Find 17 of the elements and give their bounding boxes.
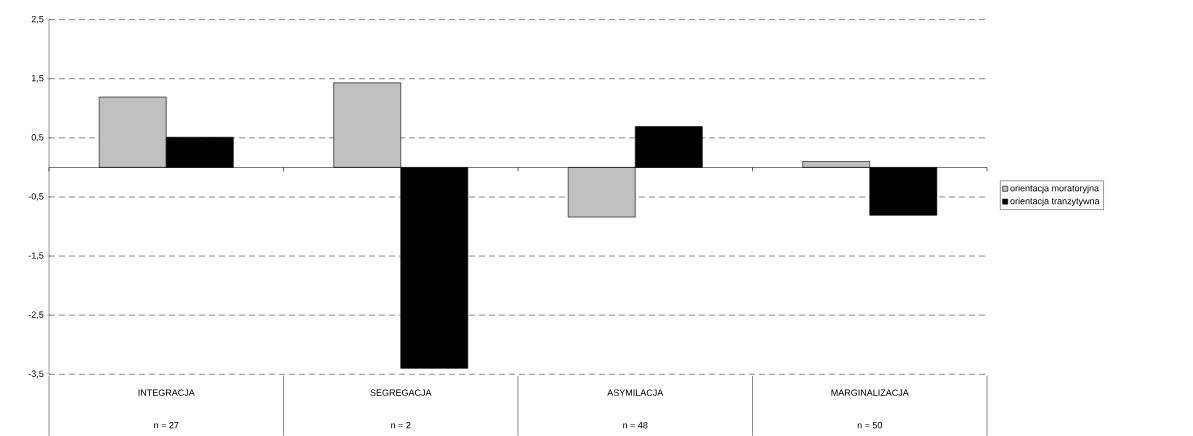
y-tick-label: 1,5 bbox=[31, 75, 44, 83]
x-tick-label: SEGREGACJA bbox=[370, 389, 432, 396]
y-tick-label: 2,5 bbox=[31, 15, 44, 24]
text: n = 27 bbox=[154, 422, 179, 429]
text: n = 2 bbox=[391, 422, 411, 429]
text: n = 48 bbox=[623, 422, 648, 429]
y-tick-label: -0,5 bbox=[28, 193, 44, 201]
y-tick-label: -1,5 bbox=[28, 252, 44, 260]
y-tick-label: -3,5 bbox=[28, 370, 44, 379]
legend-label: orientacja tranzytywna bbox=[1010, 197, 1100, 207]
text: n = 50 bbox=[857, 422, 883, 429]
x-tick-label: ASYMILACJA bbox=[607, 389, 664, 396]
x-tick-label: INTEGRACJA bbox=[138, 389, 195, 396]
legend-label: orientacja moratoryjna bbox=[1010, 184, 1100, 194]
x-tick-label: MARGINALIZACJA bbox=[831, 389, 909, 396]
y-tick-label: -2,5 bbox=[28, 311, 44, 319]
y-tick-label: 0,5 bbox=[31, 134, 44, 142]
